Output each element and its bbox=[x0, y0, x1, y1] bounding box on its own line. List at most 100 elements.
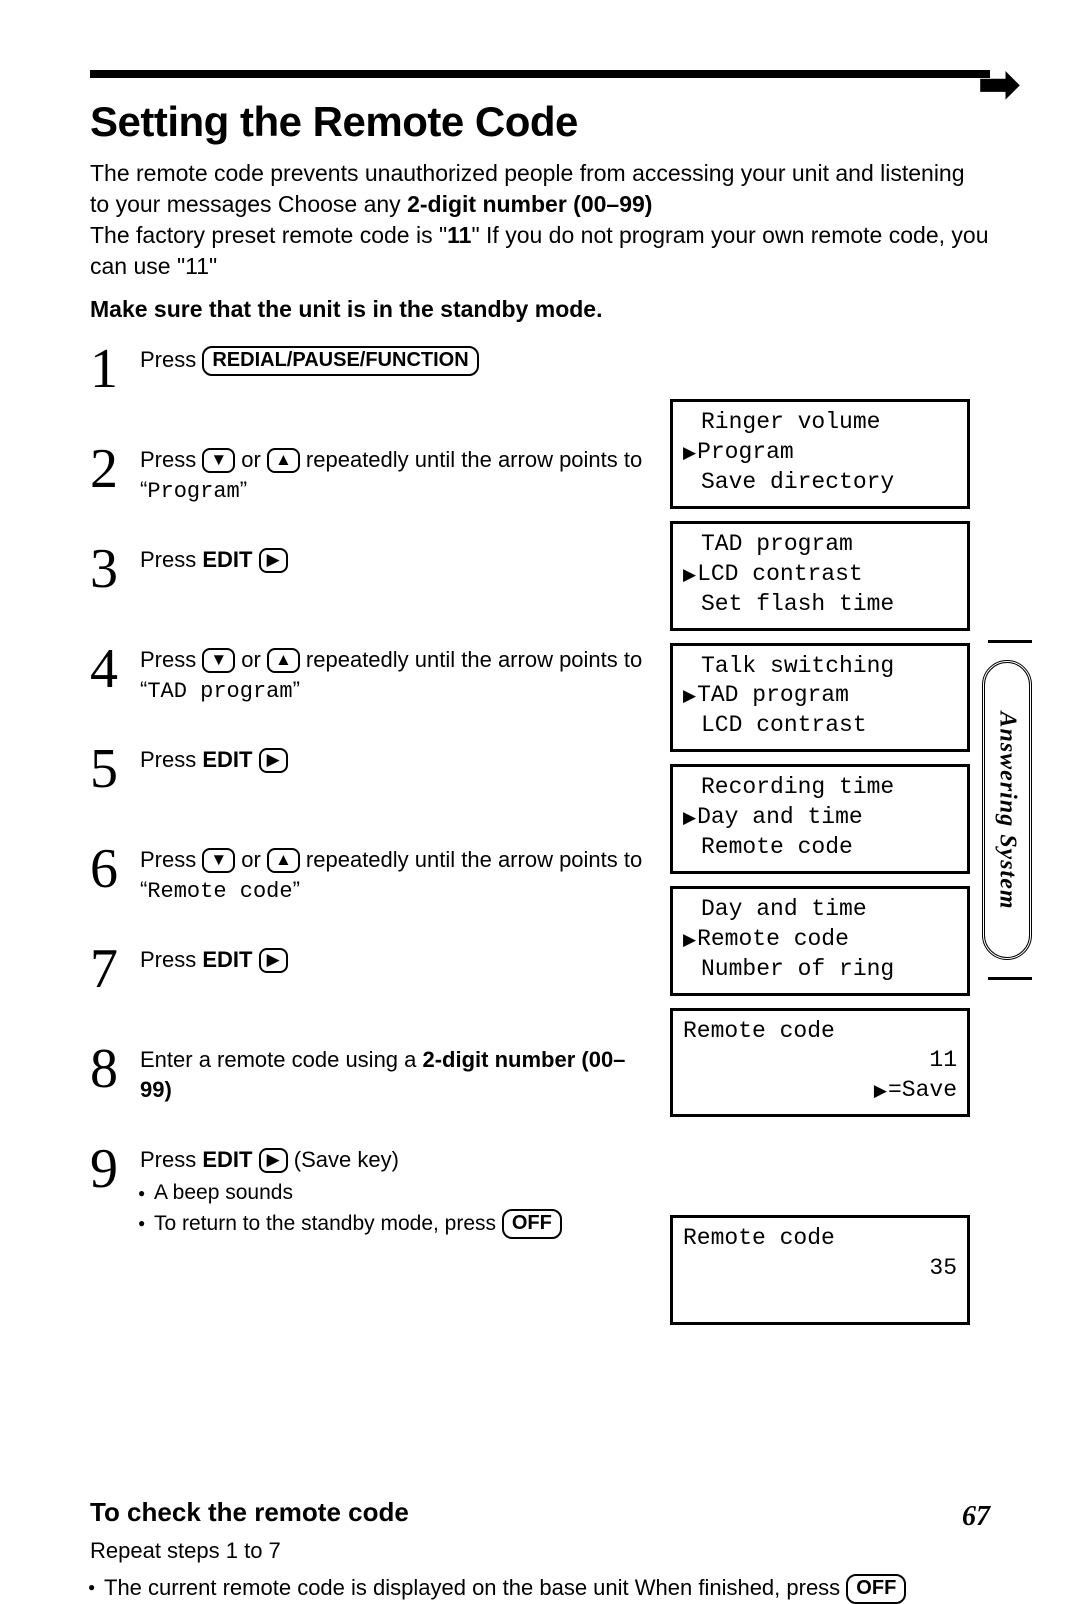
lcd-value: 35 bbox=[929, 1255, 957, 1281]
step-number: 4 bbox=[90, 641, 140, 733]
up-icon: ▲ bbox=[267, 448, 300, 472]
key-off: OFF bbox=[502, 1209, 562, 1239]
lcd-line: Remote code bbox=[683, 1018, 835, 1044]
step-number: 2 bbox=[90, 441, 140, 533]
edit-label: EDIT bbox=[202, 947, 252, 972]
target-tad: TAD program bbox=[147, 679, 292, 704]
step-3: 3 Press EDIT ▶ bbox=[90, 541, 650, 633]
step-text: Press EDIT ▶ bbox=[140, 541, 650, 633]
save-key-label: (Save key) bbox=[288, 1147, 399, 1172]
play-icon: ▶ bbox=[259, 1148, 288, 1172]
repeat-label: repeatedly until the arrow points to bbox=[300, 647, 642, 672]
step-7: 7 Press EDIT ▶ bbox=[90, 941, 650, 1033]
lcd-line: Recording time bbox=[701, 774, 894, 800]
lcd-step-2: Ringer volume Program Save directory bbox=[670, 399, 970, 509]
step-number: 9 bbox=[90, 1141, 140, 1251]
play-icon: ▶ bbox=[259, 748, 288, 772]
edit-label: EDIT bbox=[202, 747, 252, 772]
continue-arrow-icon: ➡ bbox=[978, 55, 1020, 113]
lcd-line: Remote code bbox=[683, 1225, 835, 1251]
standby-note: Make sure that the unit is in the standb… bbox=[90, 296, 990, 323]
step-number: 3 bbox=[90, 541, 140, 633]
page-number: 67 bbox=[962, 1501, 990, 1533]
intro-text-2: The factory preset remote code is " bbox=[90, 222, 447, 248]
press-label: Press bbox=[140, 347, 202, 372]
or-label: or bbox=[235, 847, 267, 872]
or-label: or bbox=[235, 447, 267, 472]
step9-b2-pre: To return to the standby mode, press bbox=[154, 1212, 502, 1235]
play-icon: ▶ bbox=[259, 948, 288, 972]
check-bullet-text: The current remote code is displayed on … bbox=[104, 1575, 846, 1600]
or-label: or bbox=[235, 647, 267, 672]
repeat-label: repeatedly until the arrow points to bbox=[300, 847, 642, 872]
intro-bold-2: 11 bbox=[447, 222, 471, 248]
check-heading: To check the remote code bbox=[90, 1497, 990, 1528]
lcd-step-4: Talk switching TAD program LCD contrast bbox=[670, 643, 970, 753]
key-redial: REDIAL/PAUSE/FUNCTION bbox=[202, 346, 478, 376]
lcd-step-7: Remote code 11 =Save bbox=[670, 1008, 970, 1118]
step-number: 8 bbox=[90, 1041, 140, 1133]
lcd-line: Number of ring bbox=[701, 956, 894, 982]
lcd-line: Day and time bbox=[697, 804, 863, 830]
down-icon: ▼ bbox=[202, 648, 235, 672]
pointer-icon bbox=[683, 926, 697, 952]
press-label: Press bbox=[140, 847, 202, 872]
press-label: Press bbox=[140, 1147, 202, 1172]
press-label: Press bbox=[140, 747, 202, 772]
lcd-save-label: =Save bbox=[888, 1077, 957, 1103]
lcd-line: Ringer volume bbox=[701, 409, 880, 435]
step-number: 7 bbox=[90, 941, 140, 1033]
page-title: Setting the Remote Code bbox=[90, 98, 990, 146]
press-label: Press bbox=[140, 647, 202, 672]
lcd-step-6: Day and time Remote code Number of ring bbox=[670, 886, 970, 996]
lcd-step-3: TAD program LCD contrast Set flash time bbox=[670, 521, 970, 631]
step-9: 9 Press EDIT ▶ (Save key) A beep sounds … bbox=[90, 1141, 650, 1251]
check-line-1: Repeat steps 1 to 7 bbox=[90, 1536, 990, 1567]
target-remote: Remote code bbox=[147, 879, 292, 904]
step-text: Press EDIT ▶ bbox=[140, 941, 650, 1033]
press-label: Press bbox=[140, 547, 202, 572]
pointer-icon bbox=[874, 1077, 888, 1103]
step-4: 4 Press ▼ or ▲ repeatedly until the arro… bbox=[90, 641, 650, 733]
lcd-line: LCD contrast bbox=[701, 712, 867, 738]
repeat-label: repeatedly until the arrow points to bbox=[300, 447, 642, 472]
target-program: Program bbox=[147, 479, 239, 504]
lcd-screens-column: Ringer volume Program Save directory TAD… bbox=[670, 341, 970, 1337]
step-2: 2 Press ▼ or ▲ repeatedly until the arro… bbox=[90, 441, 650, 533]
step-text: Press EDIT ▶ (Save key) A beep sounds To… bbox=[140, 1141, 650, 1251]
side-tab-label-box: Answering System bbox=[982, 660, 1032, 960]
key-off: OFF bbox=[846, 1574, 906, 1604]
step-8: 8 Enter a remote code using a 2-digit nu… bbox=[90, 1041, 650, 1133]
lcd-step-9: Remote code 35 bbox=[670, 1215, 970, 1325]
step-number: 6 bbox=[90, 841, 140, 933]
step-6: 6 Press ▼ or ▲ repeatedly until the arro… bbox=[90, 841, 650, 933]
top-rule bbox=[90, 70, 990, 78]
lcd-line: Save directory bbox=[701, 469, 894, 495]
lcd-line: Set flash time bbox=[701, 591, 894, 617]
pointer-icon bbox=[683, 439, 697, 465]
pointer-icon bbox=[683, 682, 697, 708]
press-label: Press bbox=[140, 947, 202, 972]
lcd-line: Program bbox=[697, 439, 794, 465]
check-remote-code-section: To check the remote code Repeat steps 1 … bbox=[90, 1497, 990, 1604]
step-text: Press ▼ or ▲ repeatedly until the arrow … bbox=[140, 641, 650, 733]
lcd-step-5: Recording time Day and time Remote code bbox=[670, 764, 970, 874]
up-icon: ▲ bbox=[267, 848, 300, 872]
lcd-value: 11 bbox=[929, 1047, 957, 1073]
down-icon: ▼ bbox=[202, 848, 235, 872]
lcd-line: TAD program bbox=[697, 682, 849, 708]
step8-pre: Enter a remote code using a bbox=[140, 1047, 423, 1072]
section-side-tab: Answering System bbox=[972, 640, 1032, 980]
step9-bullet-2: To return to the standby mode, press OFF bbox=[154, 1209, 650, 1239]
intro-bold-1: 2-digit number (00–99) bbox=[407, 191, 652, 217]
steps-column: 1 Press REDIAL/PAUSE/FUNCTION 2 Press ▼ … bbox=[90, 341, 650, 1337]
step9-bullet-1: A beep sounds bbox=[154, 1179, 650, 1207]
step-text: Press ▼ or ▲ repeatedly until the arrow … bbox=[140, 841, 650, 933]
step-1: 1 Press REDIAL/PAUSE/FUNCTION bbox=[90, 341, 650, 433]
step-number: 5 bbox=[90, 741, 140, 833]
edit-label: EDIT bbox=[202, 1147, 252, 1172]
edit-label: EDIT bbox=[202, 547, 252, 572]
intro-paragraph: The remote code prevents unauthorized pe… bbox=[90, 158, 990, 282]
lcd-line: Remote code bbox=[697, 926, 849, 952]
up-icon: ▲ bbox=[267, 648, 300, 672]
